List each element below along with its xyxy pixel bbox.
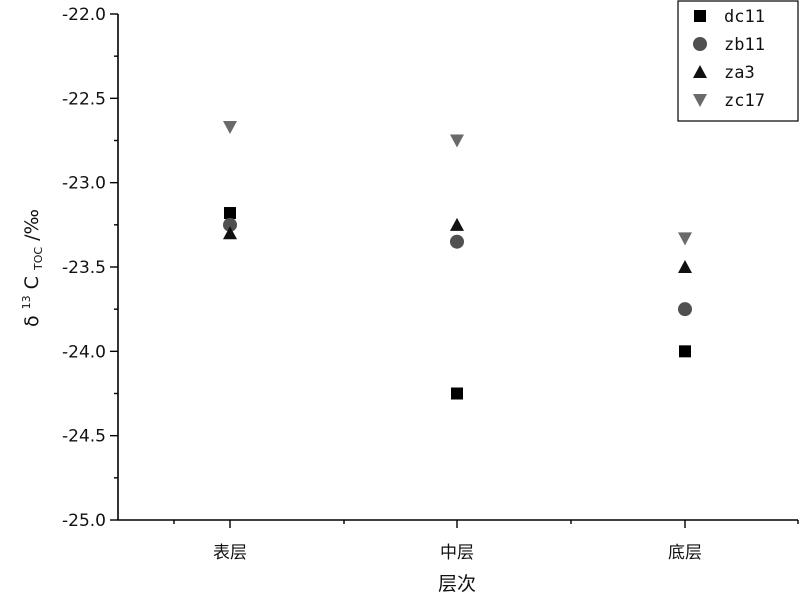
legend-marker-zc17: [693, 94, 707, 107]
x-tick-label: 中层: [440, 543, 474, 563]
point-za3: [678, 260, 692, 273]
y-tick-label: -22.5: [62, 89, 106, 109]
legend-marker-dc11: [694, 10, 706, 22]
point-dc11: [451, 387, 463, 400]
legend-marker-za3: [693, 65, 707, 78]
y-axis-ticks: -22.0 -22.5 -23.0 -23.5 -24.0 -24.5 -25.0: [62, 5, 118, 531]
x-axis-title: 层次: [438, 573, 476, 595]
y-tick-label: -23.0: [62, 174, 106, 194]
y-axis-title-sub: TOC: [32, 247, 45, 271]
x-tick-label: 表层: [213, 543, 247, 563]
y-tick-label: -25.0: [62, 511, 106, 531]
point-dc11: [224, 207, 236, 220]
y-axis-title: δ 13 C TOC /‰: [13, 209, 47, 327]
legend-marker-zb11: [693, 37, 707, 51]
legend-label: za3: [724, 63, 755, 83]
x-axis-ticks: 表层 中层 底层: [173, 520, 799, 563]
y-tick-label: -23.5: [62, 258, 106, 278]
point-zc17: [223, 121, 237, 135]
point-zb11: [678, 302, 692, 317]
point-za3: [223, 226, 237, 240]
legend-label: dc11: [724, 7, 765, 27]
point-zb11: [223, 217, 237, 232]
legend-label: zc17: [724, 91, 765, 111]
point-zc17: [450, 134, 464, 148]
y-tick-label: -24.0: [62, 342, 106, 362]
legend: dc11 zb11 za3 zc17: [677, 0, 799, 122]
point-dc11: [679, 345, 691, 358]
point-zc17: [678, 232, 692, 246]
y-axis-title-sup: 13: [20, 295, 33, 309]
y-tick-label: -24.5: [62, 427, 106, 447]
legend-label: zb11: [724, 35, 765, 55]
data-points: [223, 121, 692, 400]
point-za3: [450, 217, 464, 231]
y-tick-label: -22.0: [62, 5, 106, 25]
y-axis-title-unit: /‰: [21, 209, 43, 241]
y-axis-title-base: δ: [21, 315, 43, 327]
x-tick-label: 底层: [668, 543, 702, 563]
y-axis-title-main: C: [21, 276, 43, 289]
point-zb11: [450, 234, 464, 249]
